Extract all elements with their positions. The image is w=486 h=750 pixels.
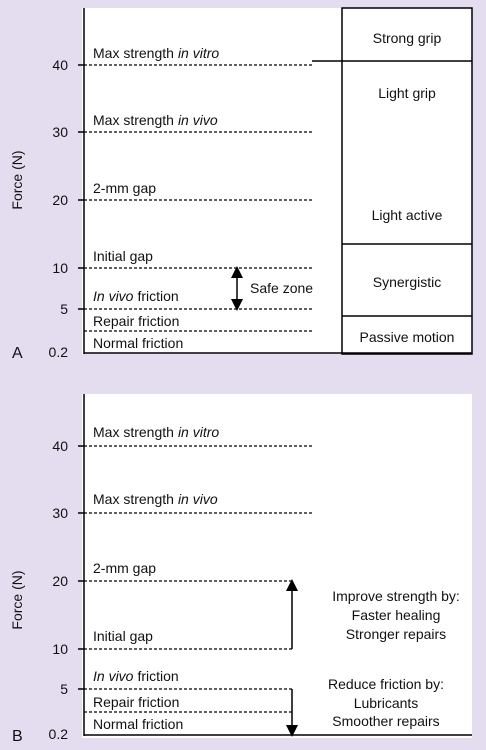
activity-label: Light active xyxy=(372,207,443,223)
line-label: In vivo friction xyxy=(93,288,179,304)
text-part: Max strength xyxy=(93,491,174,507)
panel-label: A xyxy=(12,345,23,362)
text-part: In vivo xyxy=(93,288,134,304)
line-label: In vivo friction xyxy=(93,668,179,684)
tick-label: 5 xyxy=(60,301,68,317)
text-part: in vitro xyxy=(178,45,219,61)
text-part: in vivo xyxy=(178,112,218,128)
text-part: Max strength xyxy=(93,112,174,128)
panel-box xyxy=(82,8,472,354)
note-heading: Reduce friction by: xyxy=(328,676,444,692)
activity-label: Strong grip xyxy=(373,30,442,46)
line-label: Normal friction xyxy=(93,335,183,351)
note-item: Smoother repairs xyxy=(332,713,439,729)
tick-label: 30 xyxy=(52,505,68,521)
text-part: in vivo xyxy=(178,491,218,507)
panel-box xyxy=(82,394,472,738)
safe-zone-label: Safe zone xyxy=(250,280,313,296)
line-label: Normal friction xyxy=(93,716,183,732)
text-part: In vivo xyxy=(93,668,134,684)
text-part: Max strength xyxy=(93,424,174,440)
panel-b: Force (N) B 40 30 20 10 5 0.2 Max streng… xyxy=(9,394,472,745)
activity-label: Synergistic xyxy=(373,274,441,290)
axis-title: Force (N) xyxy=(9,150,25,209)
line-label: Max strength in vivo xyxy=(93,491,218,507)
line-label: 2-mm gap xyxy=(93,560,156,576)
tick-label: 20 xyxy=(52,192,68,208)
tick-label: 0.2 xyxy=(49,344,69,360)
activity-column xyxy=(341,7,473,355)
tick-label: 30 xyxy=(52,124,68,140)
line-label: Repair friction xyxy=(93,694,179,710)
line-label: Repair friction xyxy=(93,313,179,329)
axis-title: Force (N) xyxy=(9,570,25,629)
panel-a: Force (N) A 40 30 20 10 5 0.2 Max streng… xyxy=(9,7,473,362)
note-item: Stronger repairs xyxy=(346,626,446,642)
tick-label: 40 xyxy=(52,438,68,454)
line-label: Max strength in vitro xyxy=(93,45,219,61)
panel-label: B xyxy=(12,728,23,745)
tick-label: 10 xyxy=(52,641,68,657)
activity-label: Passive motion xyxy=(360,329,455,345)
text-part: Max strength xyxy=(93,45,174,61)
tick-marks xyxy=(78,64,84,310)
text-part: friction xyxy=(137,668,178,684)
line-label: Max strength in vivo xyxy=(93,112,218,128)
text-part: in vitro xyxy=(178,424,219,440)
line-label: 2-mm gap xyxy=(93,180,156,196)
text-part: friction xyxy=(137,288,178,304)
tick-label: 20 xyxy=(52,573,68,589)
tick-marks xyxy=(78,445,84,690)
note-item: Lubricants xyxy=(354,695,419,711)
note-heading: Improve strength by: xyxy=(332,588,460,604)
tick-label: 10 xyxy=(52,260,68,276)
line-label: Initial gap xyxy=(93,248,153,264)
line-label: Max strength in vitro xyxy=(93,424,219,440)
tick-label: 40 xyxy=(52,57,68,73)
tick-label: 5 xyxy=(60,681,68,697)
activity-label: Light grip xyxy=(378,85,436,101)
tick-label: 0.2 xyxy=(49,726,69,742)
note-item: Faster healing xyxy=(352,607,441,623)
line-label: Initial gap xyxy=(93,628,153,644)
